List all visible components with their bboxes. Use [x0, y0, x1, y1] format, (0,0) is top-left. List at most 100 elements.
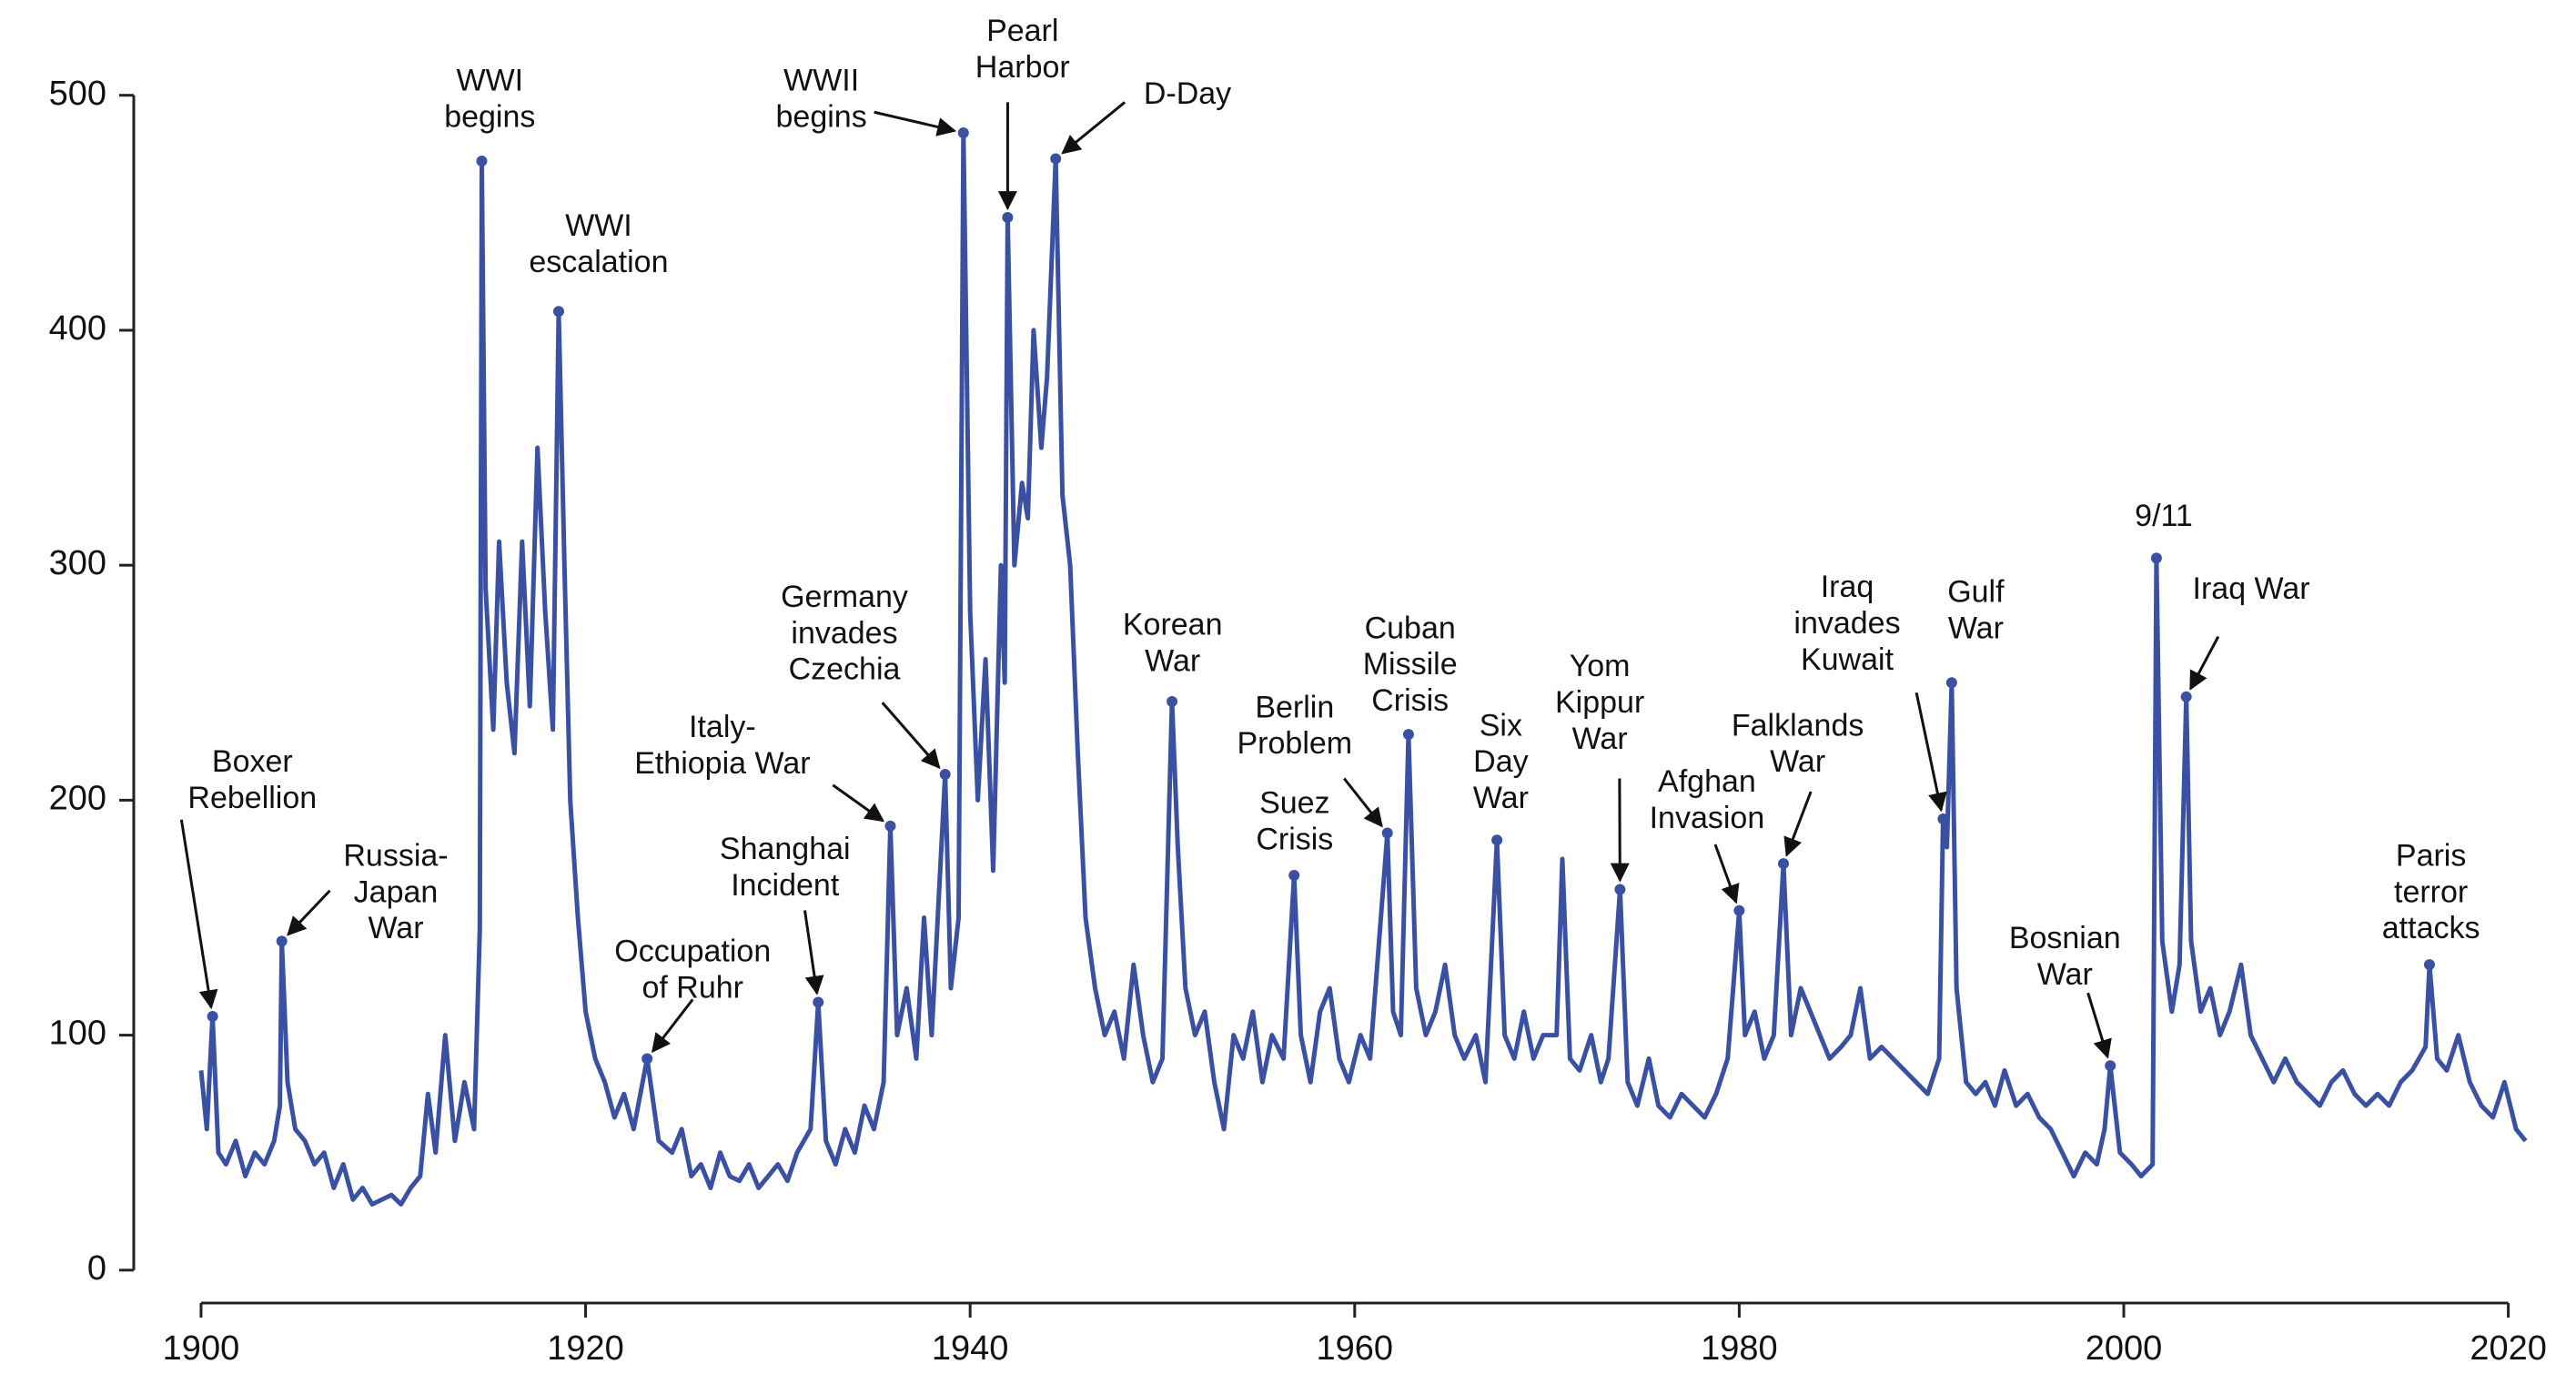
peak-marker [2150, 552, 2162, 564]
annotation-label: Czechia [789, 652, 901, 687]
annotation-label: Suez [1259, 785, 1330, 820]
annotation-arrow [179, 819, 218, 1010]
annotation-label: Problem [1237, 726, 1353, 761]
annotation-label: War [1572, 722, 1628, 756]
y-tick-label: 100 [49, 1015, 106, 1053]
peak-marker [1288, 870, 1300, 882]
peak-marker [476, 156, 488, 167]
annotation-label: Kuwait [1801, 642, 1894, 677]
annotation-label: Invasion [1650, 801, 1765, 835]
annotation-label: invades [1793, 606, 1900, 641]
x-tick-label: 1940 [932, 1329, 1009, 1368]
annotation-label: invades [791, 616, 897, 651]
annotation-label: Rebellion [187, 781, 317, 815]
annotation-label: War [2037, 957, 2093, 992]
annotation-label: Cuban [1365, 611, 1456, 645]
y-tick-label: 400 [49, 309, 106, 348]
annotation-arrow [1343, 777, 1383, 828]
annotation-label: Japan [354, 874, 439, 909]
annotation-label: Russia- [343, 838, 448, 873]
annotation-label: begins [776, 99, 867, 134]
annotation-arrow [881, 702, 941, 770]
peak-marker [1491, 834, 1503, 846]
annotation-arrow [1914, 692, 1947, 813]
x-tick-label: 1960 [1317, 1329, 1394, 1368]
peak-marker [276, 935, 288, 947]
x-tick-label: 2020 [2470, 1329, 2547, 1368]
annotation-label: begins [444, 99, 535, 134]
annotation-label: Day [1473, 744, 1528, 779]
annotation-label: Boxer [212, 744, 293, 779]
peak-marker [2423, 959, 2435, 971]
annotation-label: Harbor [975, 50, 1070, 85]
annotation-arrow [287, 889, 331, 936]
annotation-label: 9/11 [2135, 499, 2193, 533]
annotation-arrow [1713, 844, 1740, 904]
peak-marker [1733, 904, 1745, 916]
peak-marker [1402, 729, 1414, 741]
annotation-label: Afghan [1658, 764, 1756, 799]
data-line [198, 130, 2528, 1207]
annotation-arrow [832, 783, 885, 823]
y-tick-label: 300 [49, 544, 106, 582]
peak-marker [2180, 691, 2192, 702]
annotation-label: Italy- [689, 710, 756, 744]
annotation-label: Iraq War [2193, 571, 2310, 606]
peak-marker [1002, 211, 1014, 223]
peak-marker [1937, 813, 1949, 825]
annotation-label: Crisis [1256, 822, 1333, 856]
annotation-label: Bosnian [2009, 921, 2121, 955]
annotation-arrow [874, 110, 957, 136]
annotation-arrow [1061, 101, 1126, 155]
peak-marker [813, 996, 824, 1008]
x-tick-label: 1900 [163, 1329, 240, 1368]
annotation-label: Berlin [1255, 690, 1334, 724]
annotation-label: attacks [2382, 911, 2480, 945]
annotation-arrow [2086, 992, 2112, 1059]
annotation-label: War [1948, 611, 2004, 645]
annotation-label: War [1770, 744, 1825, 779]
annotation-label: Ethiopia War [634, 746, 810, 781]
peak-marker [207, 1010, 218, 1022]
annotation-label: Crisis [1371, 683, 1449, 718]
annotation-label: Occupation [614, 935, 771, 969]
annotation-label: of Ruhr [642, 970, 744, 1005]
peak-marker [1381, 827, 1393, 839]
annotation-label: D-Day [1144, 76, 1231, 111]
peak-marker [641, 1053, 653, 1065]
annotation-label: Korean [1123, 608, 1223, 642]
annotation-label: WWII [783, 64, 859, 98]
annotation-label: Gulf [1947, 574, 2005, 609]
x-tick-label: 1920 [547, 1329, 624, 1368]
peak-marker [1614, 884, 1626, 895]
peak-marker [1777, 858, 1789, 870]
annotation-label: Yom [1570, 649, 1631, 683]
peak-marker [884, 820, 896, 832]
annotation-label: Germany [781, 580, 908, 614]
annotation-arrow [1783, 791, 1813, 857]
annotation-label: escalation [529, 245, 668, 279]
annotation-label: War [1145, 644, 1200, 679]
annotation-arrow [803, 910, 824, 995]
annotation-label: Kippur [1555, 685, 1644, 720]
peak-marker [1050, 153, 1062, 165]
peak-marker [2105, 1060, 2116, 1072]
peak-marker [1167, 695, 1178, 707]
annotation-label: Missile [1363, 647, 1458, 682]
annotation-label: Falklands [1732, 708, 1864, 743]
x-tick-label: 1980 [1701, 1329, 1778, 1368]
annotation-label: terror [2394, 874, 2468, 909]
annotation-label: Incident [731, 868, 840, 903]
annotation-label: War [368, 911, 423, 945]
annotation-label: WWI [565, 208, 632, 243]
peak-marker [552, 306, 564, 318]
peak-marker [957, 127, 969, 139]
peak-marker [939, 768, 951, 780]
y-tick-label: 500 [49, 75, 106, 113]
x-tick-label: 2000 [2086, 1329, 2163, 1368]
annotation-label: Paris [2396, 838, 2466, 873]
annotation-label: Shanghai [720, 832, 851, 866]
y-tick-label: 200 [49, 779, 106, 817]
annotation-label: Pearl [986, 14, 1058, 48]
